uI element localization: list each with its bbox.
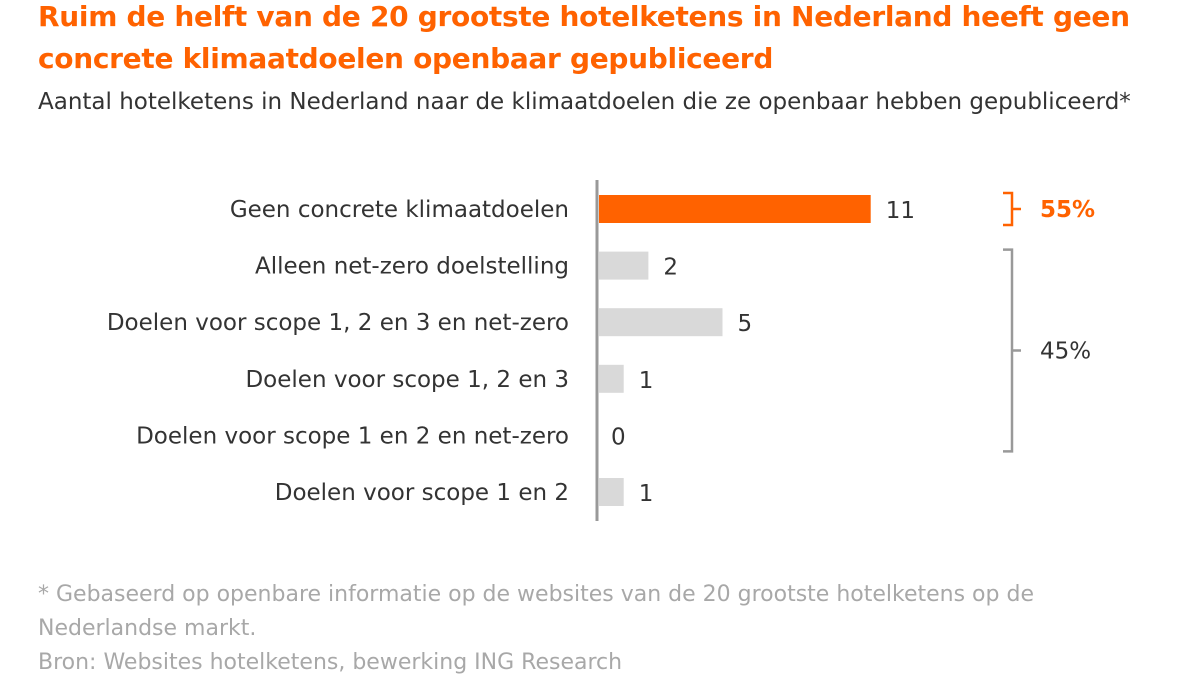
- data-label: 2: [663, 255, 678, 281]
- bar: [599, 251, 649, 280]
- chart-subtitle: Aantal hotelketens in Nederland naar de …: [38, 89, 1131, 115]
- bar: [599, 478, 624, 506]
- bar: [599, 195, 871, 223]
- bar: [599, 364, 624, 393]
- source: Bron: Websites hotelketens, bewerking IN…: [38, 650, 623, 675]
- share-label: 45%: [1040, 339, 1091, 365]
- share-label: 55%: [1040, 197, 1095, 223]
- chart-title: Ruim de helft van de 20 grootste hotelke…: [38, 0, 1130, 75]
- category-label: Doelen voor scope 1 en 2: [275, 480, 569, 506]
- bar: [599, 308, 723, 337]
- bracket: [1003, 248, 1021, 453]
- category-label: Doelen voor scope 1, 2 en 3: [245, 367, 569, 393]
- data-label: 5: [738, 311, 753, 337]
- footnote: * Gebaseerd op openbare informatie op de…: [38, 582, 1034, 641]
- category-label: Doelen voor scope 1, 2 en 3 en net-zero: [107, 310, 569, 336]
- bracket: [1003, 191, 1021, 227]
- data-label: 11: [886, 198, 915, 224]
- data-label: 0: [611, 424, 626, 450]
- category-label: Alleen net-zero doelstelling: [255, 254, 569, 280]
- data-label: 1: [639, 368, 654, 394]
- category-label: Doelen voor scope 1 en 2 en net-zero: [136, 423, 569, 449]
- data-label: 1: [639, 481, 654, 507]
- category-label: Geen concrete klimaatdoelen: [230, 197, 569, 223]
